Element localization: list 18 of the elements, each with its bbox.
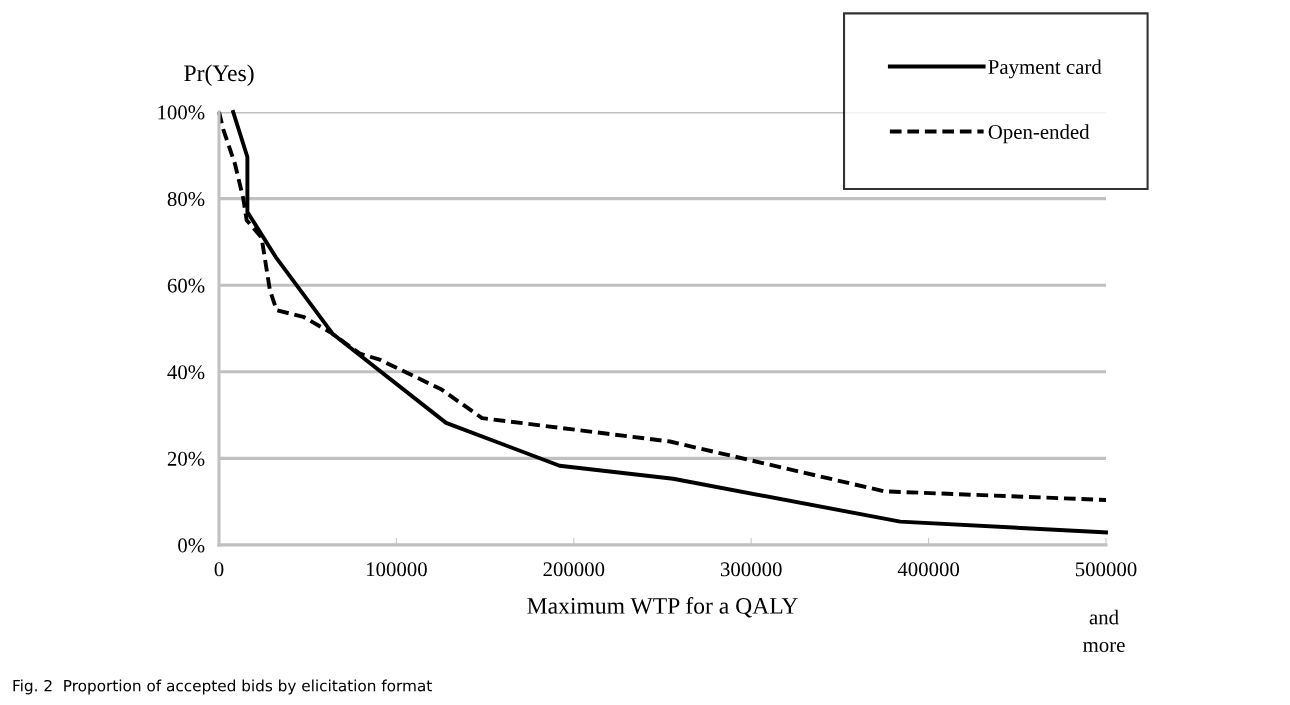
caption: Fig. 2 Proportion of accepted bids by elicitation format [13, 679, 432, 695]
x-tick-label: 400000 [897, 562, 960, 577]
legend-label: Payment card [988, 59, 1102, 79]
x-tick-label: 200000 [543, 562, 605, 577]
y-axis-title: Pr(Yes) [184, 64, 254, 87]
x-tick-label: 100000 [366, 562, 427, 577]
y-tick-label: 100% [158, 105, 205, 120]
text: and more [1083, 609, 1125, 652]
y-tick-label: 40% [167, 365, 205, 380]
y-tick-label: 20% [167, 451, 205, 466]
y-tick-label: 60% [167, 278, 205, 293]
x-axis-title: Maximum WTP for a QALY [527, 596, 798, 618]
y-tick-label: 80% [167, 191, 205, 207]
x-tick-label: 0 [214, 562, 224, 577]
y-tick-label: 0% [178, 538, 205, 553]
x-tick-label: 300000 [720, 562, 782, 577]
x-tick-label: 500000 [1075, 562, 1137, 577]
legend-label: Open-ended [988, 124, 1090, 144]
